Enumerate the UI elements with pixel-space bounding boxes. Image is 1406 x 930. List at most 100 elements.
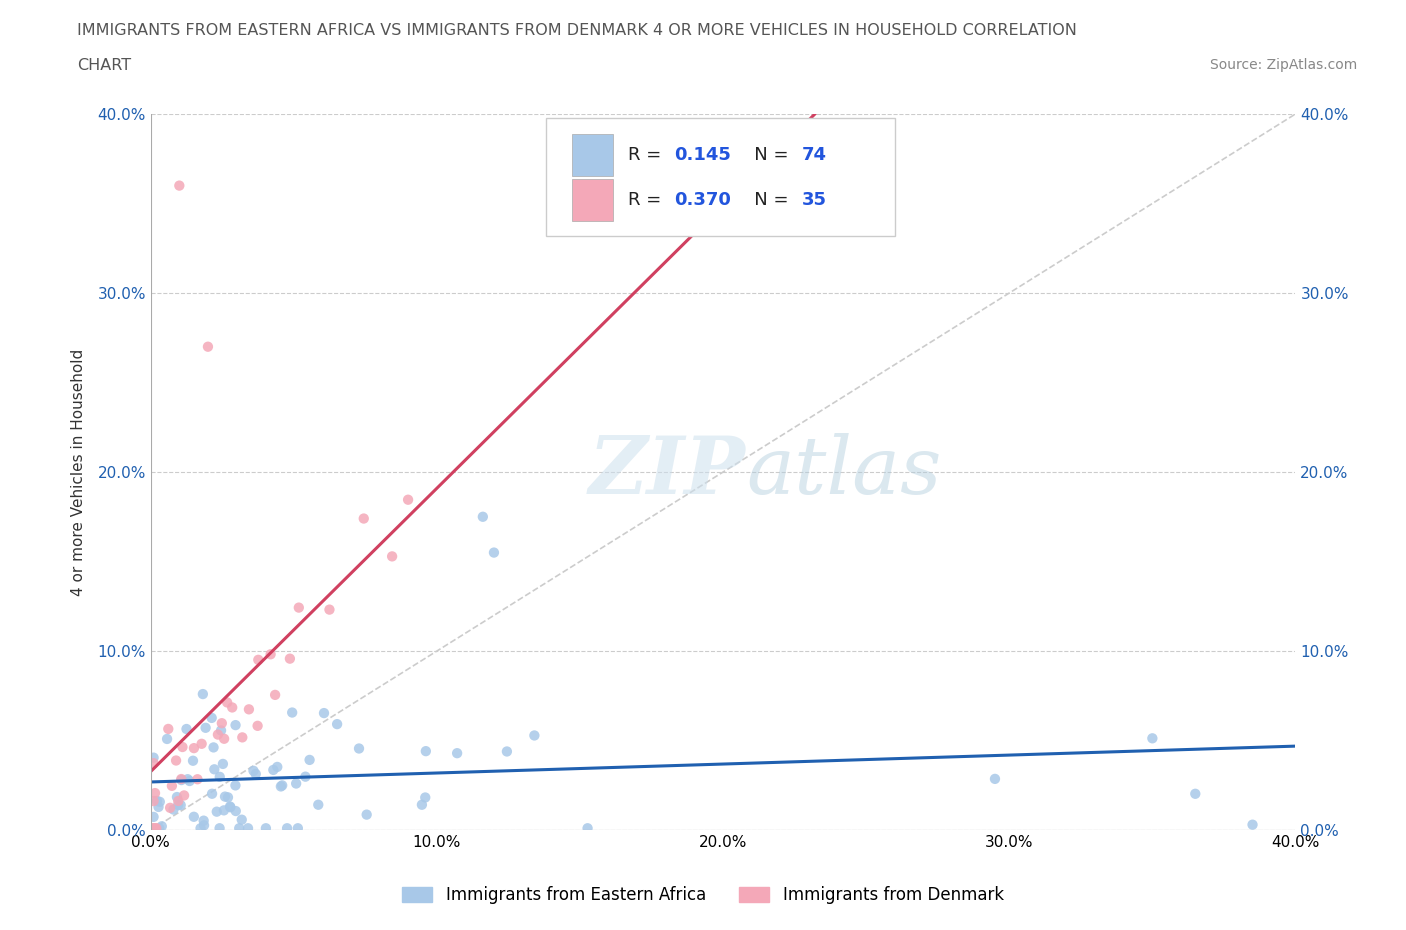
Point — [287, 821, 309, 836]
Point — [194, 721, 217, 736]
Point — [170, 798, 193, 813]
Point — [381, 549, 404, 564]
Point — [181, 753, 204, 768]
Point — [212, 803, 235, 817]
Point — [201, 786, 224, 801]
Point — [266, 760, 288, 775]
Text: CHART: CHART — [77, 58, 131, 73]
Point — [173, 788, 195, 803]
FancyBboxPatch shape — [572, 179, 613, 221]
Point — [247, 652, 270, 667]
Point — [148, 800, 170, 815]
Point — [201, 711, 224, 725]
Point — [159, 801, 181, 816]
Point — [231, 730, 253, 745]
Point — [219, 799, 242, 814]
Text: 74: 74 — [801, 146, 827, 164]
Text: N =: N = — [737, 146, 794, 164]
Point — [984, 772, 1007, 787]
Point — [217, 790, 239, 804]
Point — [254, 821, 277, 836]
Point — [264, 687, 287, 702]
Text: 35: 35 — [801, 191, 827, 209]
Point — [221, 700, 243, 715]
Point — [307, 797, 329, 812]
Point — [288, 600, 311, 615]
Point — [150, 818, 173, 833]
Point — [167, 793, 190, 808]
Point — [170, 772, 193, 787]
Point — [142, 756, 165, 771]
Point — [156, 732, 179, 747]
Point — [231, 812, 253, 827]
Point — [169, 179, 191, 193]
Text: 0.145: 0.145 — [673, 146, 731, 164]
Point — [446, 746, 468, 761]
Point — [186, 772, 208, 787]
Point — [281, 705, 304, 720]
Text: N =: N = — [737, 191, 794, 209]
Point — [219, 800, 242, 815]
Point — [176, 772, 198, 787]
Point — [208, 821, 231, 836]
Point — [228, 821, 250, 836]
Point — [496, 744, 519, 759]
Point — [1142, 731, 1164, 746]
Point — [217, 695, 239, 710]
Point — [285, 776, 308, 790]
Point — [142, 809, 165, 824]
Point — [224, 778, 246, 793]
Text: 0.370: 0.370 — [673, 191, 731, 209]
Point — [312, 706, 335, 721]
Point — [142, 821, 165, 836]
Text: atlas: atlas — [747, 433, 942, 511]
Point — [238, 702, 260, 717]
Point — [202, 762, 225, 777]
Point — [142, 793, 165, 808]
Point — [225, 718, 247, 733]
Point — [523, 728, 546, 743]
Point — [142, 751, 165, 765]
Point — [225, 804, 247, 818]
Point — [318, 603, 340, 618]
Point — [149, 794, 172, 809]
Point — [170, 773, 193, 788]
Point — [236, 821, 259, 836]
Point — [271, 778, 294, 793]
Point — [179, 774, 201, 789]
Point — [576, 821, 599, 836]
Point — [214, 790, 236, 804]
Point — [162, 803, 184, 817]
Point — [356, 807, 378, 822]
Point — [411, 797, 433, 812]
Point — [298, 752, 321, 767]
Y-axis label: 4 or more Vehicles in Household: 4 or more Vehicles in Household — [72, 349, 86, 595]
Point — [183, 740, 205, 755]
Point — [207, 727, 229, 742]
Point — [143, 786, 166, 801]
Point — [242, 764, 264, 778]
Point — [276, 821, 298, 836]
Point — [193, 813, 215, 828]
Point — [190, 737, 212, 751]
Point — [1241, 817, 1264, 832]
Point — [191, 686, 214, 701]
Point — [197, 339, 219, 354]
Point — [353, 512, 375, 526]
Point — [148, 821, 170, 836]
Point — [202, 740, 225, 755]
Point — [413, 790, 436, 805]
Point — [165, 753, 187, 768]
Point — [212, 731, 235, 746]
Point — [1184, 787, 1206, 802]
Point — [146, 793, 169, 808]
Point — [471, 510, 494, 525]
Point — [166, 790, 188, 804]
Point — [157, 722, 180, 737]
Point — [176, 722, 198, 737]
Point — [482, 545, 505, 560]
Point — [278, 651, 301, 666]
Point — [262, 763, 284, 777]
Point — [294, 769, 316, 784]
Point — [415, 744, 437, 759]
